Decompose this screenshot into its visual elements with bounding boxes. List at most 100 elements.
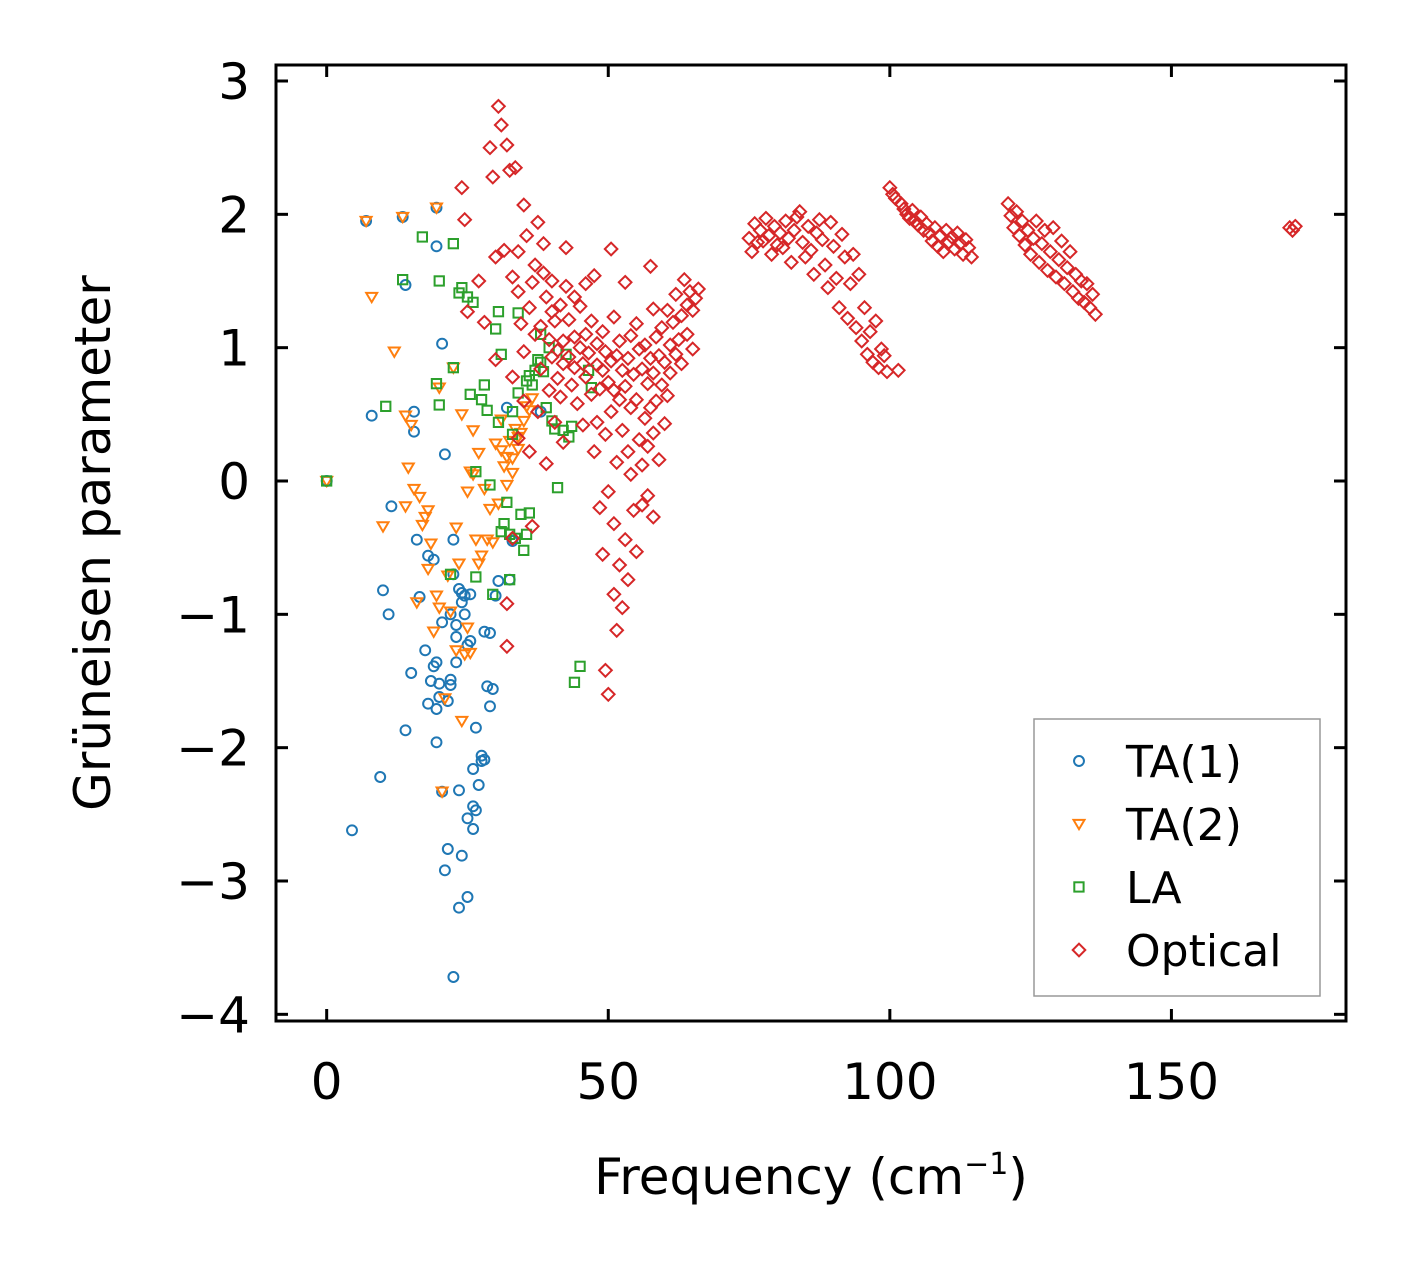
data-point bbox=[437, 693, 453, 706]
data-point bbox=[493, 117, 510, 133]
data-point bbox=[1042, 243, 1059, 260]
data-point bbox=[814, 231, 831, 248]
data-point bbox=[614, 422, 631, 439]
data-point bbox=[546, 313, 563, 329]
data-point bbox=[848, 319, 864, 336]
data-point bbox=[1028, 213, 1045, 229]
data-point bbox=[893, 195, 909, 212]
data-point bbox=[430, 656, 443, 669]
data-point bbox=[491, 498, 506, 511]
data-point bbox=[474, 550, 489, 563]
data-point bbox=[817, 257, 833, 273]
data-point bbox=[882, 179, 898, 196]
data-point bbox=[429, 202, 444, 215]
data-point bbox=[461, 891, 474, 903]
data-point bbox=[487, 249, 504, 265]
data-point bbox=[419, 644, 432, 657]
y-tick-label: 3 bbox=[218, 53, 250, 111]
data-point bbox=[1056, 275, 1073, 292]
data-point bbox=[423, 538, 439, 551]
data-point bbox=[532, 318, 549, 335]
data-point bbox=[921, 225, 938, 241]
data-point bbox=[499, 638, 515, 655]
data-point bbox=[594, 546, 611, 563]
data-point bbox=[645, 301, 662, 317]
data-point bbox=[575, 417, 591, 433]
data-point bbox=[755, 233, 771, 249]
data-point bbox=[552, 297, 569, 313]
data-point bbox=[1079, 275, 1095, 292]
data-point bbox=[430, 378, 443, 390]
data-point bbox=[438, 448, 451, 461]
data-point bbox=[639, 438, 656, 455]
data-point bbox=[447, 238, 460, 250]
data-point bbox=[521, 443, 538, 460]
data-point bbox=[580, 345, 597, 361]
data-point bbox=[789, 209, 805, 225]
data-point bbox=[879, 363, 895, 380]
data-point bbox=[639, 487, 656, 504]
data-point bbox=[433, 677, 446, 690]
data-point bbox=[512, 387, 524, 399]
data-point bbox=[679, 326, 695, 343]
data-point bbox=[958, 231, 974, 248]
data-point bbox=[1000, 195, 1016, 212]
data-point bbox=[470, 466, 482, 478]
data-point bbox=[577, 326, 594, 343]
legend-label: TA(2) bbox=[1125, 800, 1242, 851]
data-point bbox=[1087, 306, 1104, 323]
data-point bbox=[455, 596, 468, 609]
data-point bbox=[375, 521, 391, 534]
data-point bbox=[461, 812, 474, 825]
data-point bbox=[592, 499, 608, 516]
data-point bbox=[600, 483, 617, 500]
data-point bbox=[1051, 251, 1067, 268]
data-point bbox=[617, 378, 633, 395]
data-point bbox=[492, 416, 505, 429]
data-point bbox=[856, 299, 873, 316]
data-point bbox=[611, 557, 628, 573]
data-point bbox=[429, 590, 444, 603]
data-point bbox=[628, 543, 645, 560]
data-point bbox=[611, 391, 628, 408]
data-point bbox=[963, 249, 980, 265]
data-point bbox=[467, 296, 479, 309]
data-point bbox=[541, 331, 557, 348]
data-point bbox=[489, 589, 502, 602]
data-point bbox=[464, 388, 476, 401]
data-point bbox=[465, 425, 481, 438]
data-point bbox=[623, 466, 639, 483]
data-point bbox=[572, 298, 588, 315]
data-point bbox=[478, 625, 491, 638]
data-point bbox=[453, 784, 465, 797]
data-point bbox=[842, 275, 859, 292]
legend-label: Optical bbox=[1126, 926, 1281, 977]
data-point bbox=[668, 346, 684, 363]
data-point bbox=[436, 337, 449, 350]
data-point bbox=[791, 203, 808, 220]
data-point bbox=[659, 302, 676, 319]
data-point bbox=[549, 370, 566, 387]
data-point bbox=[496, 461, 512, 474]
data-point bbox=[617, 531, 633, 548]
data-point bbox=[775, 239, 791, 256]
data-point bbox=[405, 667, 418, 679]
data-point bbox=[620, 571, 636, 588]
data-point bbox=[526, 379, 538, 391]
data-point bbox=[628, 315, 645, 332]
data-point bbox=[467, 763, 480, 775]
data-point bbox=[617, 274, 633, 291]
data-point bbox=[481, 680, 494, 693]
data-point bbox=[530, 214, 546, 231]
data-point bbox=[845, 246, 862, 263]
data-point bbox=[487, 351, 504, 368]
data-point bbox=[648, 393, 664, 409]
data-point bbox=[447, 971, 460, 983]
data-point bbox=[415, 519, 430, 533]
data-point bbox=[603, 353, 619, 369]
data-point bbox=[749, 234, 766, 251]
data-point bbox=[837, 249, 853, 265]
data-point bbox=[673, 355, 690, 372]
data-point bbox=[811, 211, 828, 228]
data-point bbox=[482, 503, 498, 517]
